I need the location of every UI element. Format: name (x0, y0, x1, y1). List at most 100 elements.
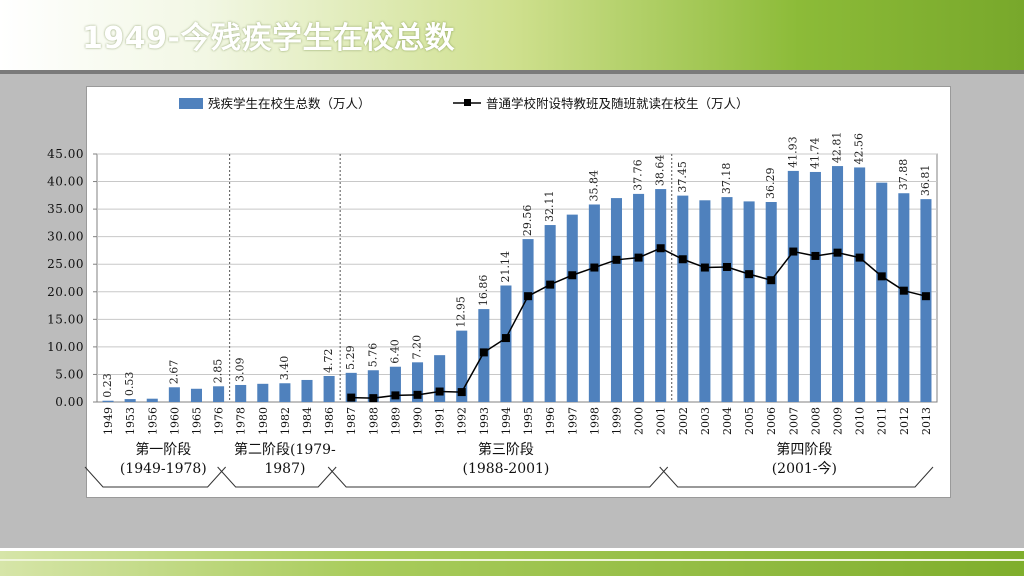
bar (566, 214, 578, 402)
x-tick-label: 1989 (389, 407, 402, 435)
x-tick-label: 1953 (124, 407, 137, 435)
phase-label: 第二阶段(1979- (234, 441, 336, 458)
x-tick-label: 1991 (434, 407, 447, 435)
y-tick-label: 10.00 (47, 340, 84, 354)
bar-data-label: 0.23 (101, 373, 114, 398)
bar (500, 285, 512, 402)
x-tick-label: 2000 (633, 407, 646, 435)
x-tick-label: 1998 (588, 407, 601, 435)
bar (743, 201, 755, 402)
phase-label: 1987) (264, 461, 305, 477)
bar-data-label: 16.86 (477, 275, 490, 307)
x-tick-label: 1988 (367, 407, 380, 435)
bar (124, 399, 136, 402)
y-tick-label: 45.00 (47, 147, 84, 161)
line-marker (590, 263, 599, 272)
phase-bracket (327, 466, 669, 488)
x-tick-label: 2002 (677, 407, 690, 435)
x-tick-label: 2008 (809, 407, 822, 435)
phase-label: 第三阶段 (478, 441, 534, 458)
bar (588, 204, 600, 402)
bar (279, 383, 291, 402)
bar-data-label: 0.53 (123, 372, 136, 397)
y-tick-label: 40.00 (47, 175, 84, 189)
bar (809, 171, 821, 402)
x-tick-label: 1987 (345, 407, 358, 435)
bar-data-label: 4.72 (322, 348, 335, 373)
line-marker (921, 292, 930, 301)
y-tick-label: 20.00 (47, 285, 84, 299)
x-tick-label: 1999 (610, 407, 623, 435)
bar-data-label: 42.81 (831, 132, 844, 164)
bar (168, 387, 180, 402)
line-marker (501, 334, 510, 343)
bar (898, 193, 910, 402)
line-marker (391, 391, 400, 400)
x-tick-label: 2012 (898, 407, 911, 435)
bar (721, 197, 733, 402)
bar-data-label: 36.81 (919, 165, 932, 197)
x-tick-label: 1956 (146, 407, 159, 435)
header-divider (0, 70, 1024, 74)
line-marker (700, 263, 709, 272)
line-marker (656, 244, 665, 253)
line-marker (524, 292, 533, 301)
line-marker (877, 272, 886, 281)
bar (323, 375, 335, 402)
bar (633, 193, 645, 402)
bar (832, 166, 844, 402)
legend-line-label: 普通学校附设特教班及随班就读在校生（万人） (486, 96, 749, 111)
bar (412, 362, 424, 402)
x-tick-label: 2009 (832, 407, 845, 435)
y-tick-label: 0.00 (55, 395, 84, 409)
footer-stripe (0, 559, 1024, 561)
bar (213, 386, 225, 402)
line-marker (568, 271, 577, 280)
phase-bracket (659, 466, 934, 488)
bar (235, 384, 247, 402)
legend-line-marker (464, 99, 471, 106)
x-tick-label: 1978 (235, 407, 248, 435)
line-marker (479, 348, 488, 357)
x-tick-label: 2005 (743, 407, 756, 435)
bar (257, 383, 269, 402)
bar (876, 182, 888, 402)
y-tick-label: 15.00 (47, 312, 84, 326)
line-marker (811, 251, 820, 260)
slide-header: 1949-今残疾学生在校总数 (0, 0, 1024, 70)
bar-data-label: 37.18 (720, 163, 733, 195)
x-tick-label: 2006 (765, 407, 778, 435)
line-marker (347, 393, 356, 402)
x-tick-label: 1995 (522, 407, 535, 435)
phase-label: (1988-2001) (462, 461, 549, 477)
bar-data-label: 2.67 (167, 360, 180, 385)
line-marker (789, 247, 798, 256)
bar-data-label: 42.56 (853, 133, 866, 165)
bar (102, 400, 114, 402)
slide-title: 1949-今残疾学生在校总数 (82, 21, 455, 56)
bar (434, 355, 446, 402)
bar-data-label: 6.40 (388, 339, 401, 364)
bar (787, 170, 799, 402)
bar (544, 225, 556, 402)
line-marker (435, 387, 444, 396)
bar (677, 195, 689, 402)
bar-data-label: 41.74 (808, 137, 821, 169)
bar (389, 366, 401, 402)
bar (854, 167, 866, 402)
line-marker (678, 255, 687, 264)
bar (655, 189, 667, 402)
bar (522, 239, 534, 402)
footer-band (0, 551, 1024, 576)
x-tick-label: 2013 (920, 407, 933, 435)
x-tick-label: 1982 (279, 407, 292, 435)
x-tick-label: 1990 (412, 407, 425, 435)
chart-panel: 0.00 5.00 10.00 15.00 20.00 25.00 30.00 35.00 40… (47, 86, 951, 498)
x-tick-label: 1994 (500, 407, 513, 435)
x-tick-label: 1984 (301, 407, 314, 435)
bar (146, 398, 158, 402)
bar (301, 379, 313, 402)
line-marker (634, 253, 643, 262)
line-marker (899, 286, 908, 295)
x-tick-label: 1960 (168, 407, 181, 435)
